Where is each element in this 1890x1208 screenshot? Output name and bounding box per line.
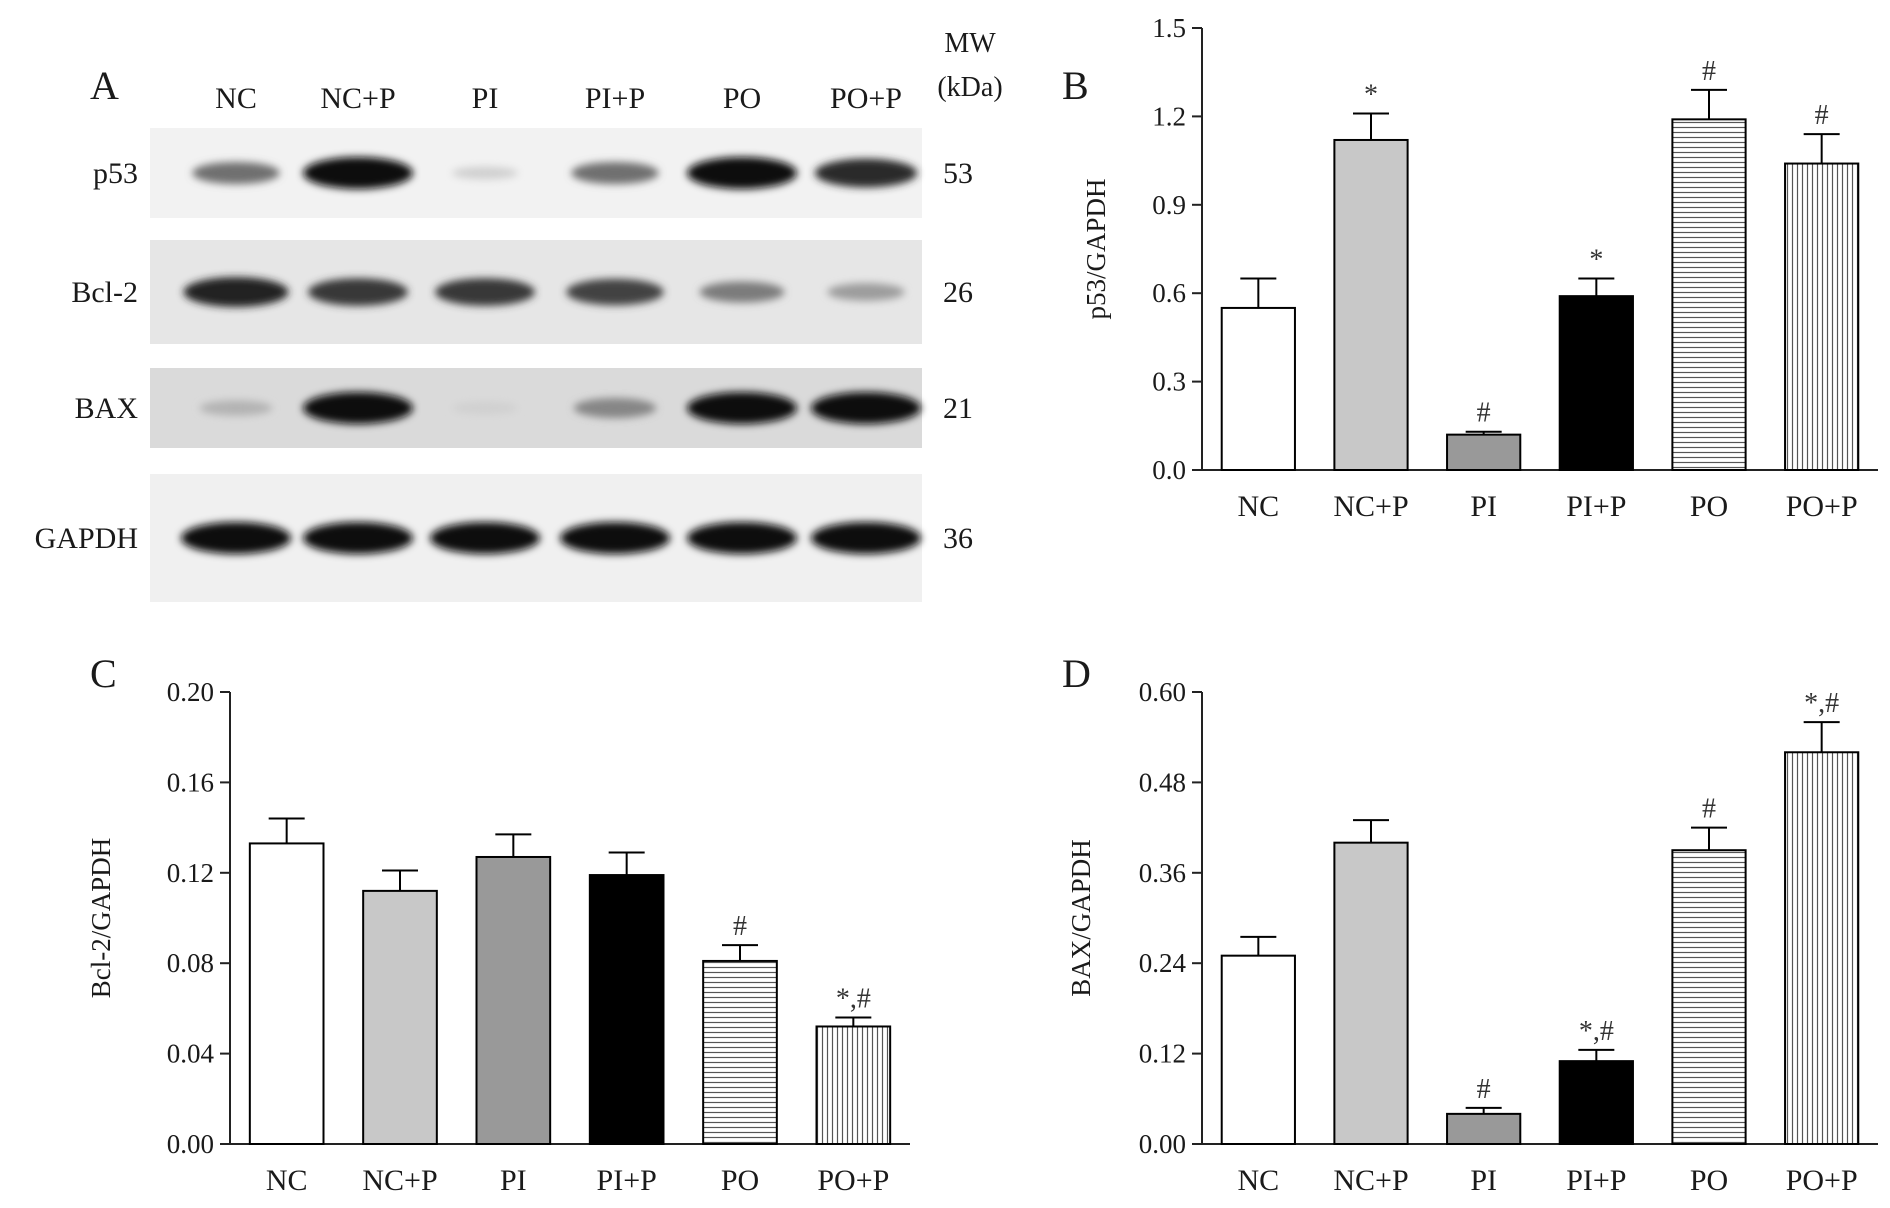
significance-marker: *,# bbox=[1804, 688, 1839, 719]
y-tick-label: 0.16 bbox=[167, 767, 214, 797]
panel-letter-b: B bbox=[1062, 63, 1089, 108]
significance-marker: * bbox=[1364, 79, 1378, 110]
x-tick-label: PI bbox=[1470, 1164, 1497, 1197]
panel-letter-a: A bbox=[90, 63, 119, 108]
y-tick-label: 0.04 bbox=[167, 1039, 215, 1069]
x-tick-label: PI+P bbox=[597, 1164, 657, 1197]
y-axis-label: BAX/GAPDH bbox=[1066, 839, 1096, 997]
x-tick-label: PO+P bbox=[1786, 1164, 1858, 1197]
bar bbox=[1333, 841, 1409, 1146]
y-tick-label: 1.2 bbox=[1152, 101, 1186, 131]
x-tick-label: PI+P bbox=[1566, 1164, 1626, 1197]
x-tick-label: PO bbox=[1690, 490, 1728, 523]
bar bbox=[1446, 433, 1522, 472]
x-tick-label: NC+P bbox=[1333, 1164, 1408, 1197]
significance-marker: # bbox=[1815, 100, 1829, 131]
chart-c: 0.00 0.04 0.08 0.12 0.16 0.20 Bcl-2/GAPDH NC NC+… bbox=[86, 677, 910, 1197]
x-tick-label: NC bbox=[1237, 490, 1279, 523]
y-axis-label: p53/GAPDH bbox=[1081, 178, 1111, 319]
significance-marker: # bbox=[1477, 1074, 1491, 1105]
y-tick-label: 0.3 bbox=[1152, 367, 1186, 397]
significance-marker: *,# bbox=[836, 983, 871, 1014]
bar bbox=[1784, 751, 1860, 1145]
x-tick-label: NC bbox=[1237, 1164, 1279, 1197]
y-tick-label: 0.12 bbox=[167, 858, 214, 888]
x-tick-label: PO bbox=[721, 1164, 759, 1197]
bar bbox=[1446, 1112, 1522, 1146]
bar bbox=[1333, 138, 1409, 471]
y-tick-label: 0.24 bbox=[1139, 948, 1187, 978]
y-tick-label: 0.00 bbox=[1139, 1129, 1186, 1159]
y-tick-label: 0.48 bbox=[1139, 767, 1186, 797]
bar bbox=[1671, 118, 1747, 471]
bar bbox=[362, 889, 438, 1145]
y-axis-label: Bcl-2/GAPDH bbox=[86, 838, 116, 999]
bar bbox=[588, 874, 665, 1145]
bar bbox=[1220, 954, 1296, 1146]
x-tick-label: PI bbox=[1470, 490, 1497, 523]
y-tick-label: 0.00 bbox=[167, 1129, 214, 1159]
bar bbox=[815, 1025, 892, 1145]
x-tick-label: PO+P bbox=[817, 1164, 889, 1197]
significance-marker: *,# bbox=[1579, 1016, 1614, 1047]
y-tick-label: 0.60 bbox=[1139, 677, 1186, 707]
bar bbox=[1220, 306, 1296, 471]
panel-letter-d: D bbox=[1062, 651, 1091, 696]
x-tick-label: NC+P bbox=[1333, 490, 1408, 523]
significance-marker: # bbox=[1477, 398, 1491, 429]
y-tick-label: 0.20 bbox=[167, 677, 214, 707]
significance-marker: # bbox=[733, 911, 747, 942]
x-tick-label: NC+P bbox=[362, 1164, 437, 1197]
panel-letter-c: C bbox=[90, 651, 117, 696]
x-tick-label: NC bbox=[266, 1164, 308, 1197]
x-tick-label: PO+P bbox=[1786, 490, 1858, 523]
chart-d: 0.00 0.12 0.24 0.36 0.48 0.60 BAX/GAPDH NC NC+P #… bbox=[1066, 677, 1878, 1197]
bar bbox=[475, 855, 552, 1145]
y-tick-label: 0.36 bbox=[1139, 858, 1186, 888]
y-tick-label: 0.6 bbox=[1152, 278, 1186, 308]
bar bbox=[1558, 295, 1634, 471]
significance-marker: # bbox=[1702, 794, 1716, 825]
y-tick-label: 0.08 bbox=[167, 948, 214, 978]
bar bbox=[248, 842, 325, 1145]
y-tick-label: 0.9 bbox=[1152, 190, 1186, 220]
chart-b: 0.0 0.3 0.6 0.9 1.2 1.5 p53/GAPDH NC * NC+P # PI * PI… bbox=[1081, 13, 1878, 523]
bar bbox=[1671, 849, 1747, 1145]
bar bbox=[1558, 1060, 1634, 1145]
x-tick-label: PO bbox=[1690, 1164, 1728, 1197]
y-tick-label: 0.0 bbox=[1152, 455, 1186, 485]
y-tick-label: 1.5 bbox=[1152, 13, 1186, 43]
x-tick-label: PI bbox=[500, 1164, 527, 1197]
y-tick-label: 0.12 bbox=[1139, 1039, 1186, 1069]
significance-marker: * bbox=[1589, 244, 1603, 275]
bar bbox=[702, 959, 778, 1145]
bar bbox=[1784, 162, 1860, 471]
significance-marker: # bbox=[1702, 56, 1716, 87]
x-tick-label: PI+P bbox=[1566, 490, 1626, 523]
